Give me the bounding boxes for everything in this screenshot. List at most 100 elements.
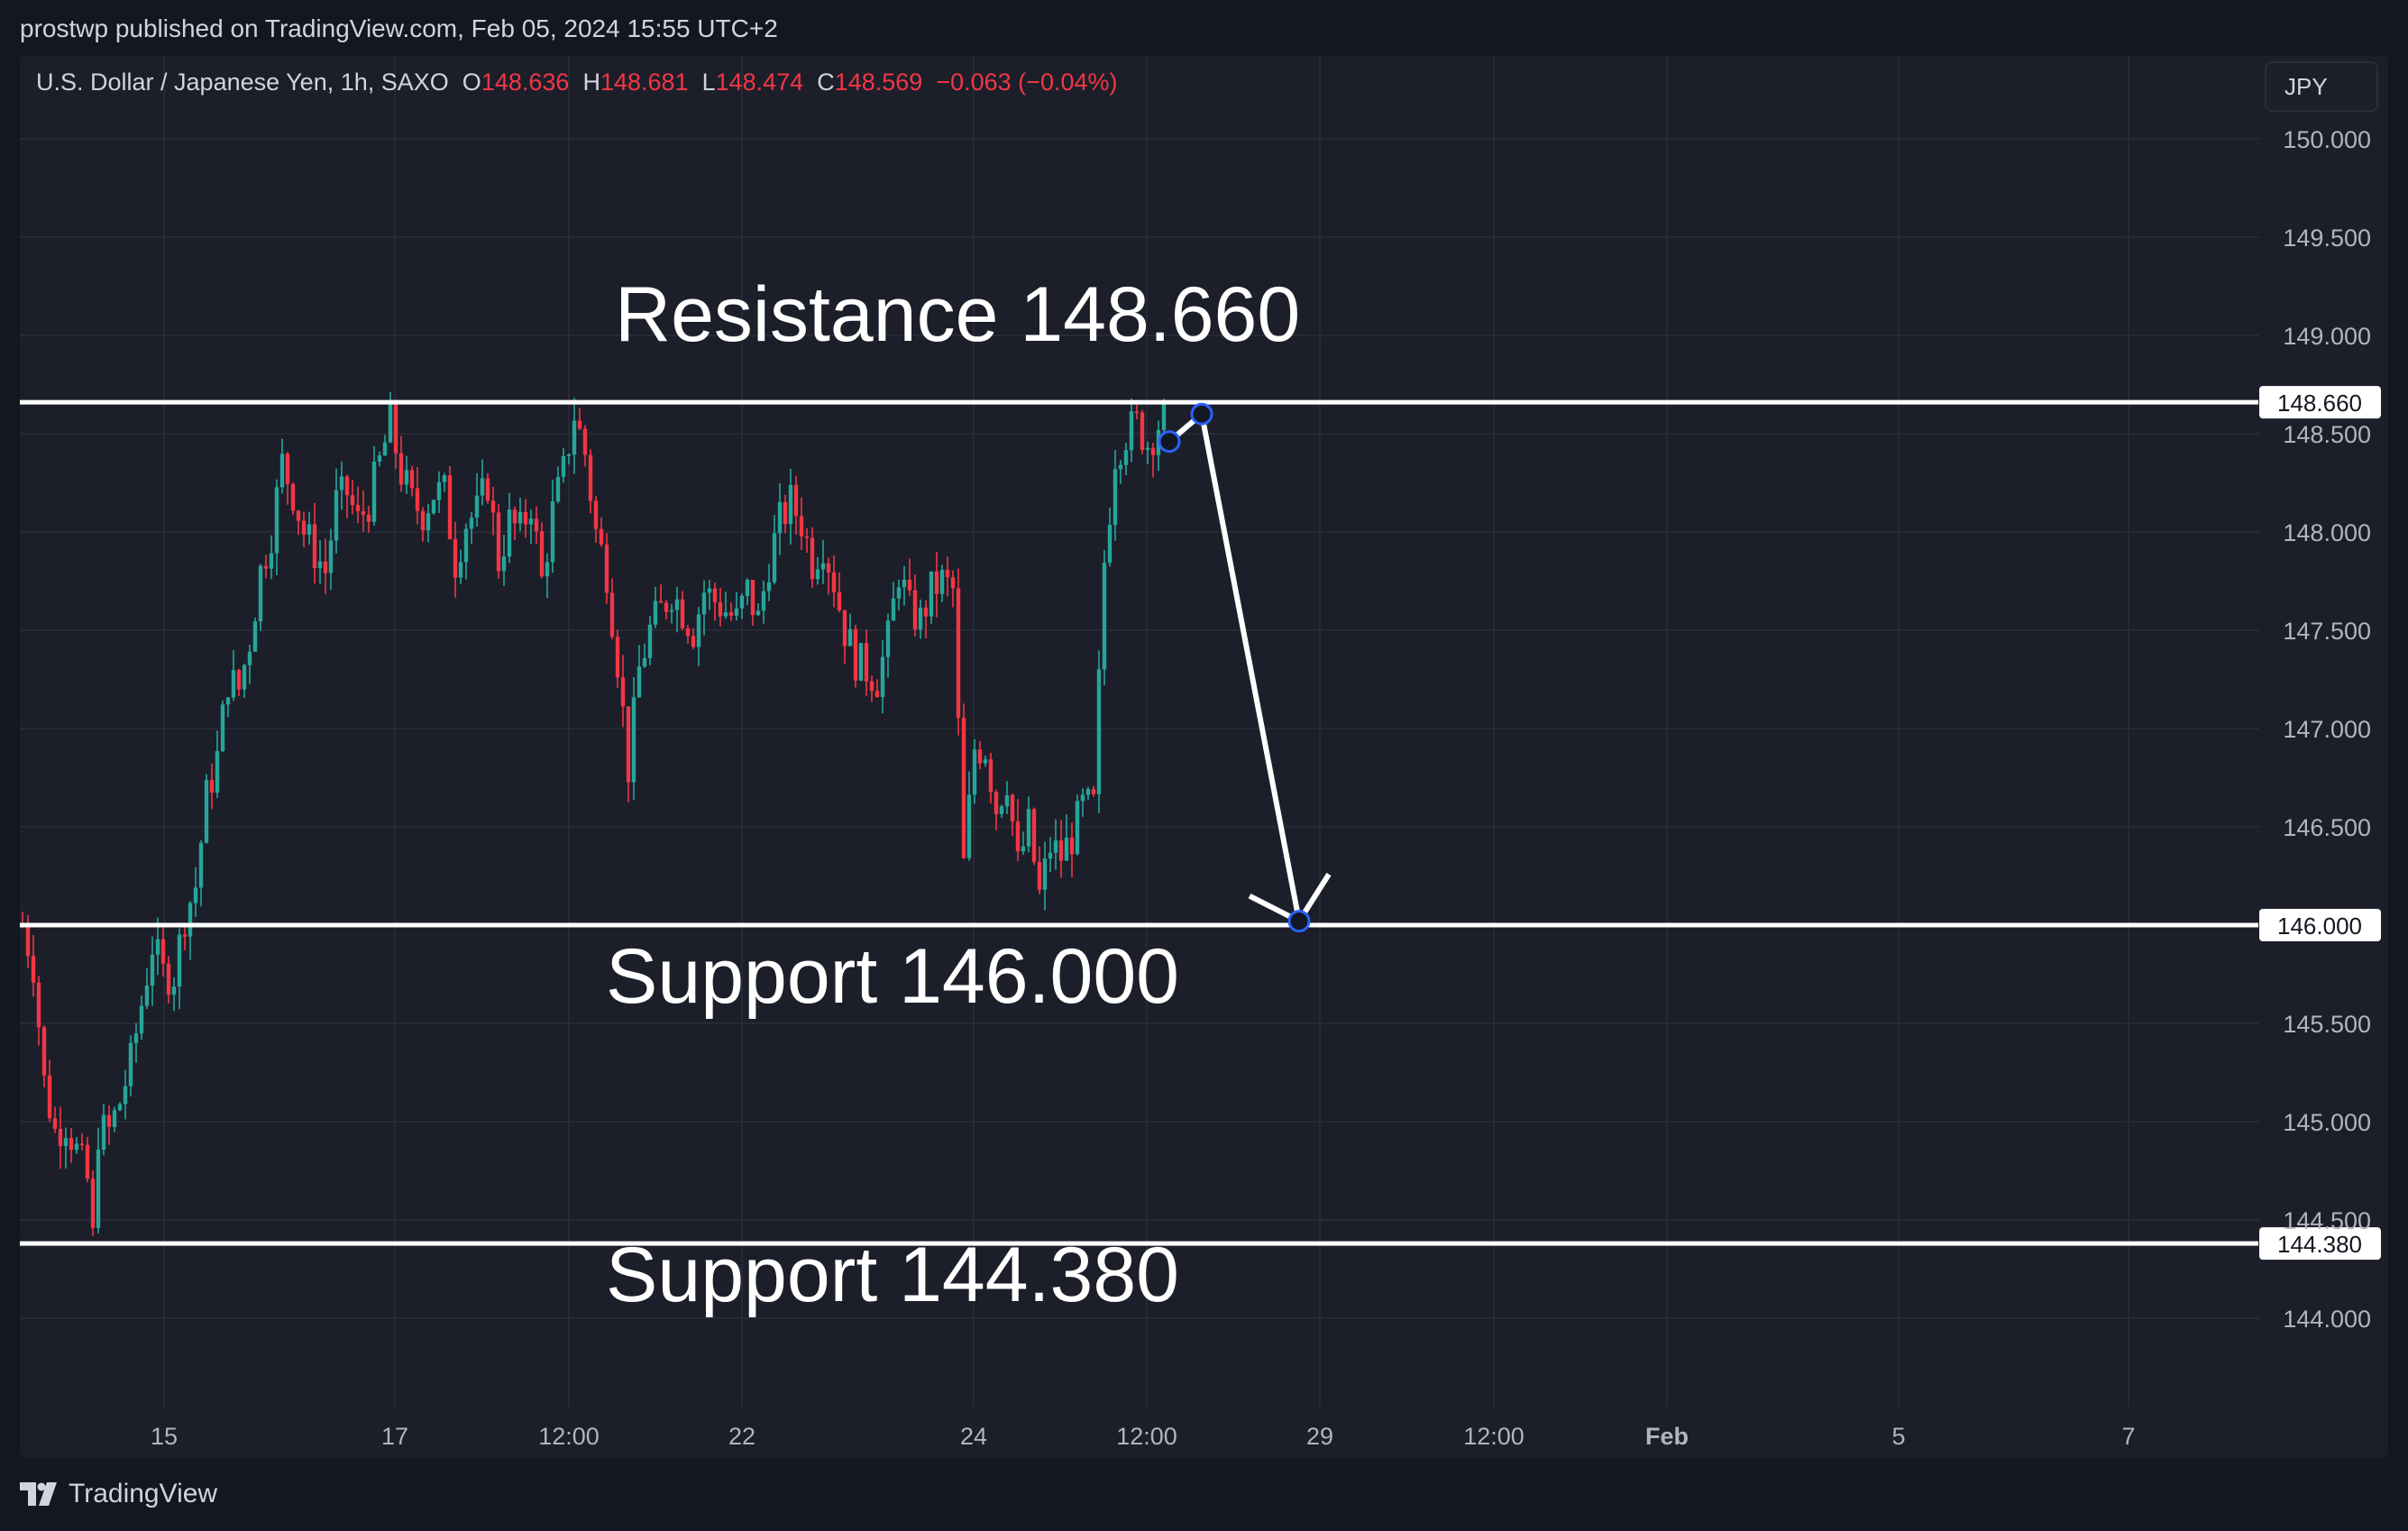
candle-body [858,643,864,681]
candle-body [929,571,934,617]
candle-body [582,428,588,455]
candle-body [171,986,177,995]
candle-body [734,608,739,616]
projection-anchor [1190,402,1213,426]
close-label: C [817,69,835,96]
candle-body [1102,563,1107,670]
candle-body [864,643,869,682]
candle-body [1107,525,1112,564]
candle-body [528,518,534,525]
candle-body [826,563,831,573]
candle-body [896,587,902,599]
publish-header: prostwp published on TradingView.com, Fe… [0,0,2408,56]
candle-body [366,514,371,522]
candle-body [988,759,993,793]
time-tick-label: 17 [381,1423,408,1450]
candle-body [918,607,923,630]
candle-body [793,484,799,517]
price-tick-label: 146.500 [2283,814,2371,841]
candle-body [106,1114,112,1127]
candle-body [750,580,755,616]
level-axis-label: 144.380 [2277,1231,2362,1258]
candle-body [777,501,783,534]
candle-body [815,569,820,580]
candle-body [923,607,929,617]
candle-body [474,495,480,518]
candle-body [545,562,550,577]
candle-body [550,501,555,563]
candle-body [36,982,41,1028]
candle-body [799,516,804,536]
candle-body [290,483,296,511]
candle-body [707,588,712,593]
low-label: L [701,69,716,96]
level-axis-label: 146.000 [2277,912,2362,940]
candle-body [788,484,793,525]
candle-body [220,704,225,752]
candle-body [193,887,198,903]
candle-body [934,571,939,594]
candle-body [361,511,366,515]
high-label: H [582,69,600,96]
candle-body [874,691,880,698]
candle-body [480,478,485,496]
level-axis-badge [2259,909,2381,941]
time-tick-label: 24 [960,1423,987,1450]
level-label: Resistance 148.660 [615,271,1300,358]
candle-body [415,488,420,511]
price-tick-label: 149.500 [2283,225,2371,252]
candle-body [647,624,653,658]
time-tick-label: 29 [1306,1423,1333,1450]
candle-body [588,454,593,501]
time-tick-label: 12:00 [1116,1423,1177,1450]
price-tick-label: 148.000 [2283,519,2371,546]
candle-body [1026,809,1031,847]
candle-body [1031,809,1037,862]
candle-body [501,556,507,572]
candle-body [723,612,728,617]
candle-body [999,806,1004,814]
candle-body [490,500,496,513]
high-value: 148.681 [600,69,689,96]
candle-body [820,563,826,570]
candle-body [853,628,858,681]
candle-body [664,602,669,612]
price-tick-label: 145.500 [2283,1011,2371,1038]
candle-body [653,600,658,625]
candle-body [755,610,761,616]
candle-body [150,954,155,986]
candle-body [274,487,279,554]
candle-body [377,455,382,462]
candle-body [344,476,350,496]
time-tick-label: Feb [1645,1423,1689,1450]
candle-body [1004,794,1010,807]
tradingview-logo[interactable]: TradingView [20,1479,217,1509]
time-tick-label: 7 [2121,1423,2135,1450]
price-axis: 150.000 149.500 149.000 148.500 148.000 147.5… [2283,126,2371,1333]
candle-body [1129,411,1134,451]
candle-body [269,553,274,569]
level-lines: Resistance 148.660 148.660 Support 146.000… [20,271,2381,1318]
candle-body [604,545,609,593]
candle-body [983,759,988,764]
candle-body [350,495,355,506]
candle-body [453,538,458,578]
candle-body [945,570,950,578]
candle-body [1140,412,1145,451]
candle-body [263,565,269,569]
candles [20,391,1167,1236]
level-axis-badge [2259,1227,2381,1261]
candle-body [1015,821,1021,852]
candle-body [296,510,301,521]
candle-body [615,637,620,678]
projection-line [1167,411,1302,922]
candle-body [523,511,528,525]
level-label: Support 146.000 [606,933,1179,1020]
candle-body [1118,464,1123,470]
chart-grid [20,56,2259,1407]
candle-body [398,453,404,485]
candle-body [382,442,388,456]
currency-button[interactable]: JPY [2265,61,2378,112]
chart-pane[interactable] [20,56,2388,1458]
